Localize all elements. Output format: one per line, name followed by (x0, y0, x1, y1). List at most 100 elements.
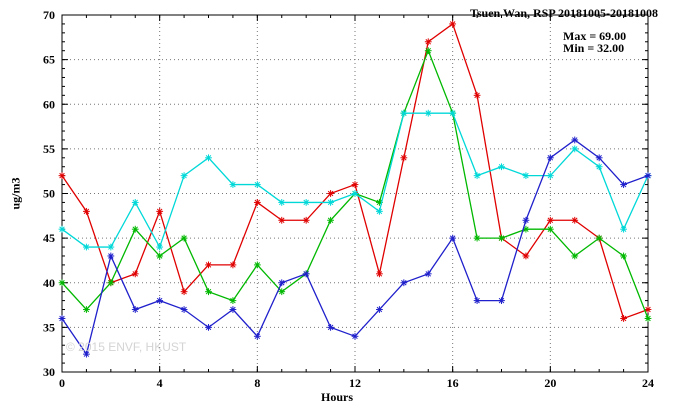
data-point-marker (253, 261, 261, 269)
data-point-marker (473, 172, 481, 180)
data-point-marker (620, 315, 627, 322)
data-point-marker (522, 252, 530, 260)
data-point-marker (83, 243, 90, 251)
data-point-marker (131, 225, 139, 233)
data-point-marker (180, 172, 188, 180)
data-point-marker (449, 234, 457, 242)
data-point-marker (229, 261, 237, 269)
data-point-marker (107, 279, 115, 287)
data-point-marker (327, 190, 334, 197)
data-point-marker (327, 323, 334, 331)
x-tick-label: 20 (544, 376, 556, 390)
data-point-marker (229, 306, 237, 313)
y-axis-label: ug/m3 (8, 177, 23, 210)
data-point-marker (302, 199, 310, 206)
data-point-marker (58, 172, 66, 180)
data-point-marker (522, 172, 530, 180)
data-point-marker (424, 270, 432, 278)
data-point-marker (327, 199, 334, 206)
data-point-marker (302, 216, 310, 224)
y-tick-label: 40 (43, 276, 55, 290)
data-point-marker (571, 136, 579, 144)
y-tick-label: 55 (43, 142, 55, 156)
y-tick-label: 35 (43, 320, 55, 334)
data-point-marker (83, 350, 90, 358)
data-point-marker (571, 216, 579, 224)
data-point-marker (620, 252, 627, 260)
data-point-marker (180, 288, 188, 296)
stat-min-label: Min = 32.00 (563, 41, 625, 55)
data-point-marker (180, 234, 188, 242)
data-point-marker (156, 207, 164, 215)
y-tick-label: 45 (43, 231, 55, 245)
data-point-marker (180, 306, 188, 313)
data-point-marker (522, 216, 530, 224)
data-point-marker (351, 190, 359, 197)
data-point-marker (351, 332, 359, 340)
data-point-marker (571, 145, 579, 153)
x-tick-label: 24 (642, 376, 654, 390)
data-point-marker (620, 181, 627, 188)
data-point-marker (595, 234, 603, 242)
data-point-marker (400, 109, 408, 117)
data-point-marker (546, 172, 554, 180)
data-point-marker (278, 216, 286, 224)
data-point-marker (498, 163, 505, 171)
data-point-marker (498, 234, 505, 242)
data-point-marker (58, 279, 66, 287)
data-point-marker (327, 216, 334, 224)
data-point-marker (376, 207, 383, 215)
data-point-marker (253, 332, 261, 340)
data-point-marker (571, 252, 579, 260)
data-point-marker (131, 270, 139, 278)
data-point-marker (546, 216, 554, 224)
data-point-marker (595, 163, 603, 171)
data-point-marker (424, 109, 432, 117)
y-tick-label: 65 (43, 53, 55, 67)
data-point-marker (620, 225, 627, 233)
data-point-marker (400, 154, 408, 162)
watermark-text: © 2015 ENVF, HKUST (66, 340, 187, 354)
data-point-marker (107, 243, 115, 251)
data-point-marker (278, 288, 286, 296)
x-tick-label: 4 (157, 376, 163, 390)
data-point-marker (83, 306, 90, 313)
data-point-marker (156, 297, 164, 304)
y-tick-label: 30 (43, 365, 55, 379)
data-point-marker (302, 270, 310, 278)
data-point-marker (156, 252, 164, 260)
data-point-marker (449, 109, 457, 117)
y-tick-label: 50 (43, 187, 55, 201)
chart-title: Tsuen Wan, RSP 20181005-20181008 (469, 6, 658, 20)
data-point-marker (473, 234, 481, 242)
x-tick-label: 12 (349, 376, 361, 390)
y-tick-label: 60 (43, 97, 55, 111)
data-point-marker (644, 315, 652, 322)
data-point-marker (278, 279, 286, 287)
data-point-marker (351, 181, 359, 188)
data-point-marker (229, 181, 237, 188)
x-tick-label: 8 (254, 376, 260, 390)
data-point-marker (449, 20, 457, 28)
data-point-marker (644, 172, 652, 180)
data-point-marker (473, 91, 481, 99)
series-line-day3-cyan (61, 112, 649, 249)
data-point-marker (473, 297, 481, 304)
data-point-marker (205, 323, 212, 331)
data-point-marker (205, 288, 212, 296)
data-point-marker (424, 47, 432, 55)
data-point-marker (253, 181, 261, 188)
data-point-marker (205, 154, 212, 162)
data-point-marker (546, 154, 554, 162)
data-point-marker (400, 279, 408, 287)
data-point-marker (644, 306, 652, 313)
data-point-marker (424, 38, 432, 46)
data-point-marker (58, 315, 66, 322)
data-point-marker (498, 297, 505, 304)
data-point-marker (156, 243, 164, 251)
data-point-marker (546, 225, 554, 233)
data-point-marker (376, 270, 383, 278)
x-tick-label: 0 (59, 376, 65, 390)
